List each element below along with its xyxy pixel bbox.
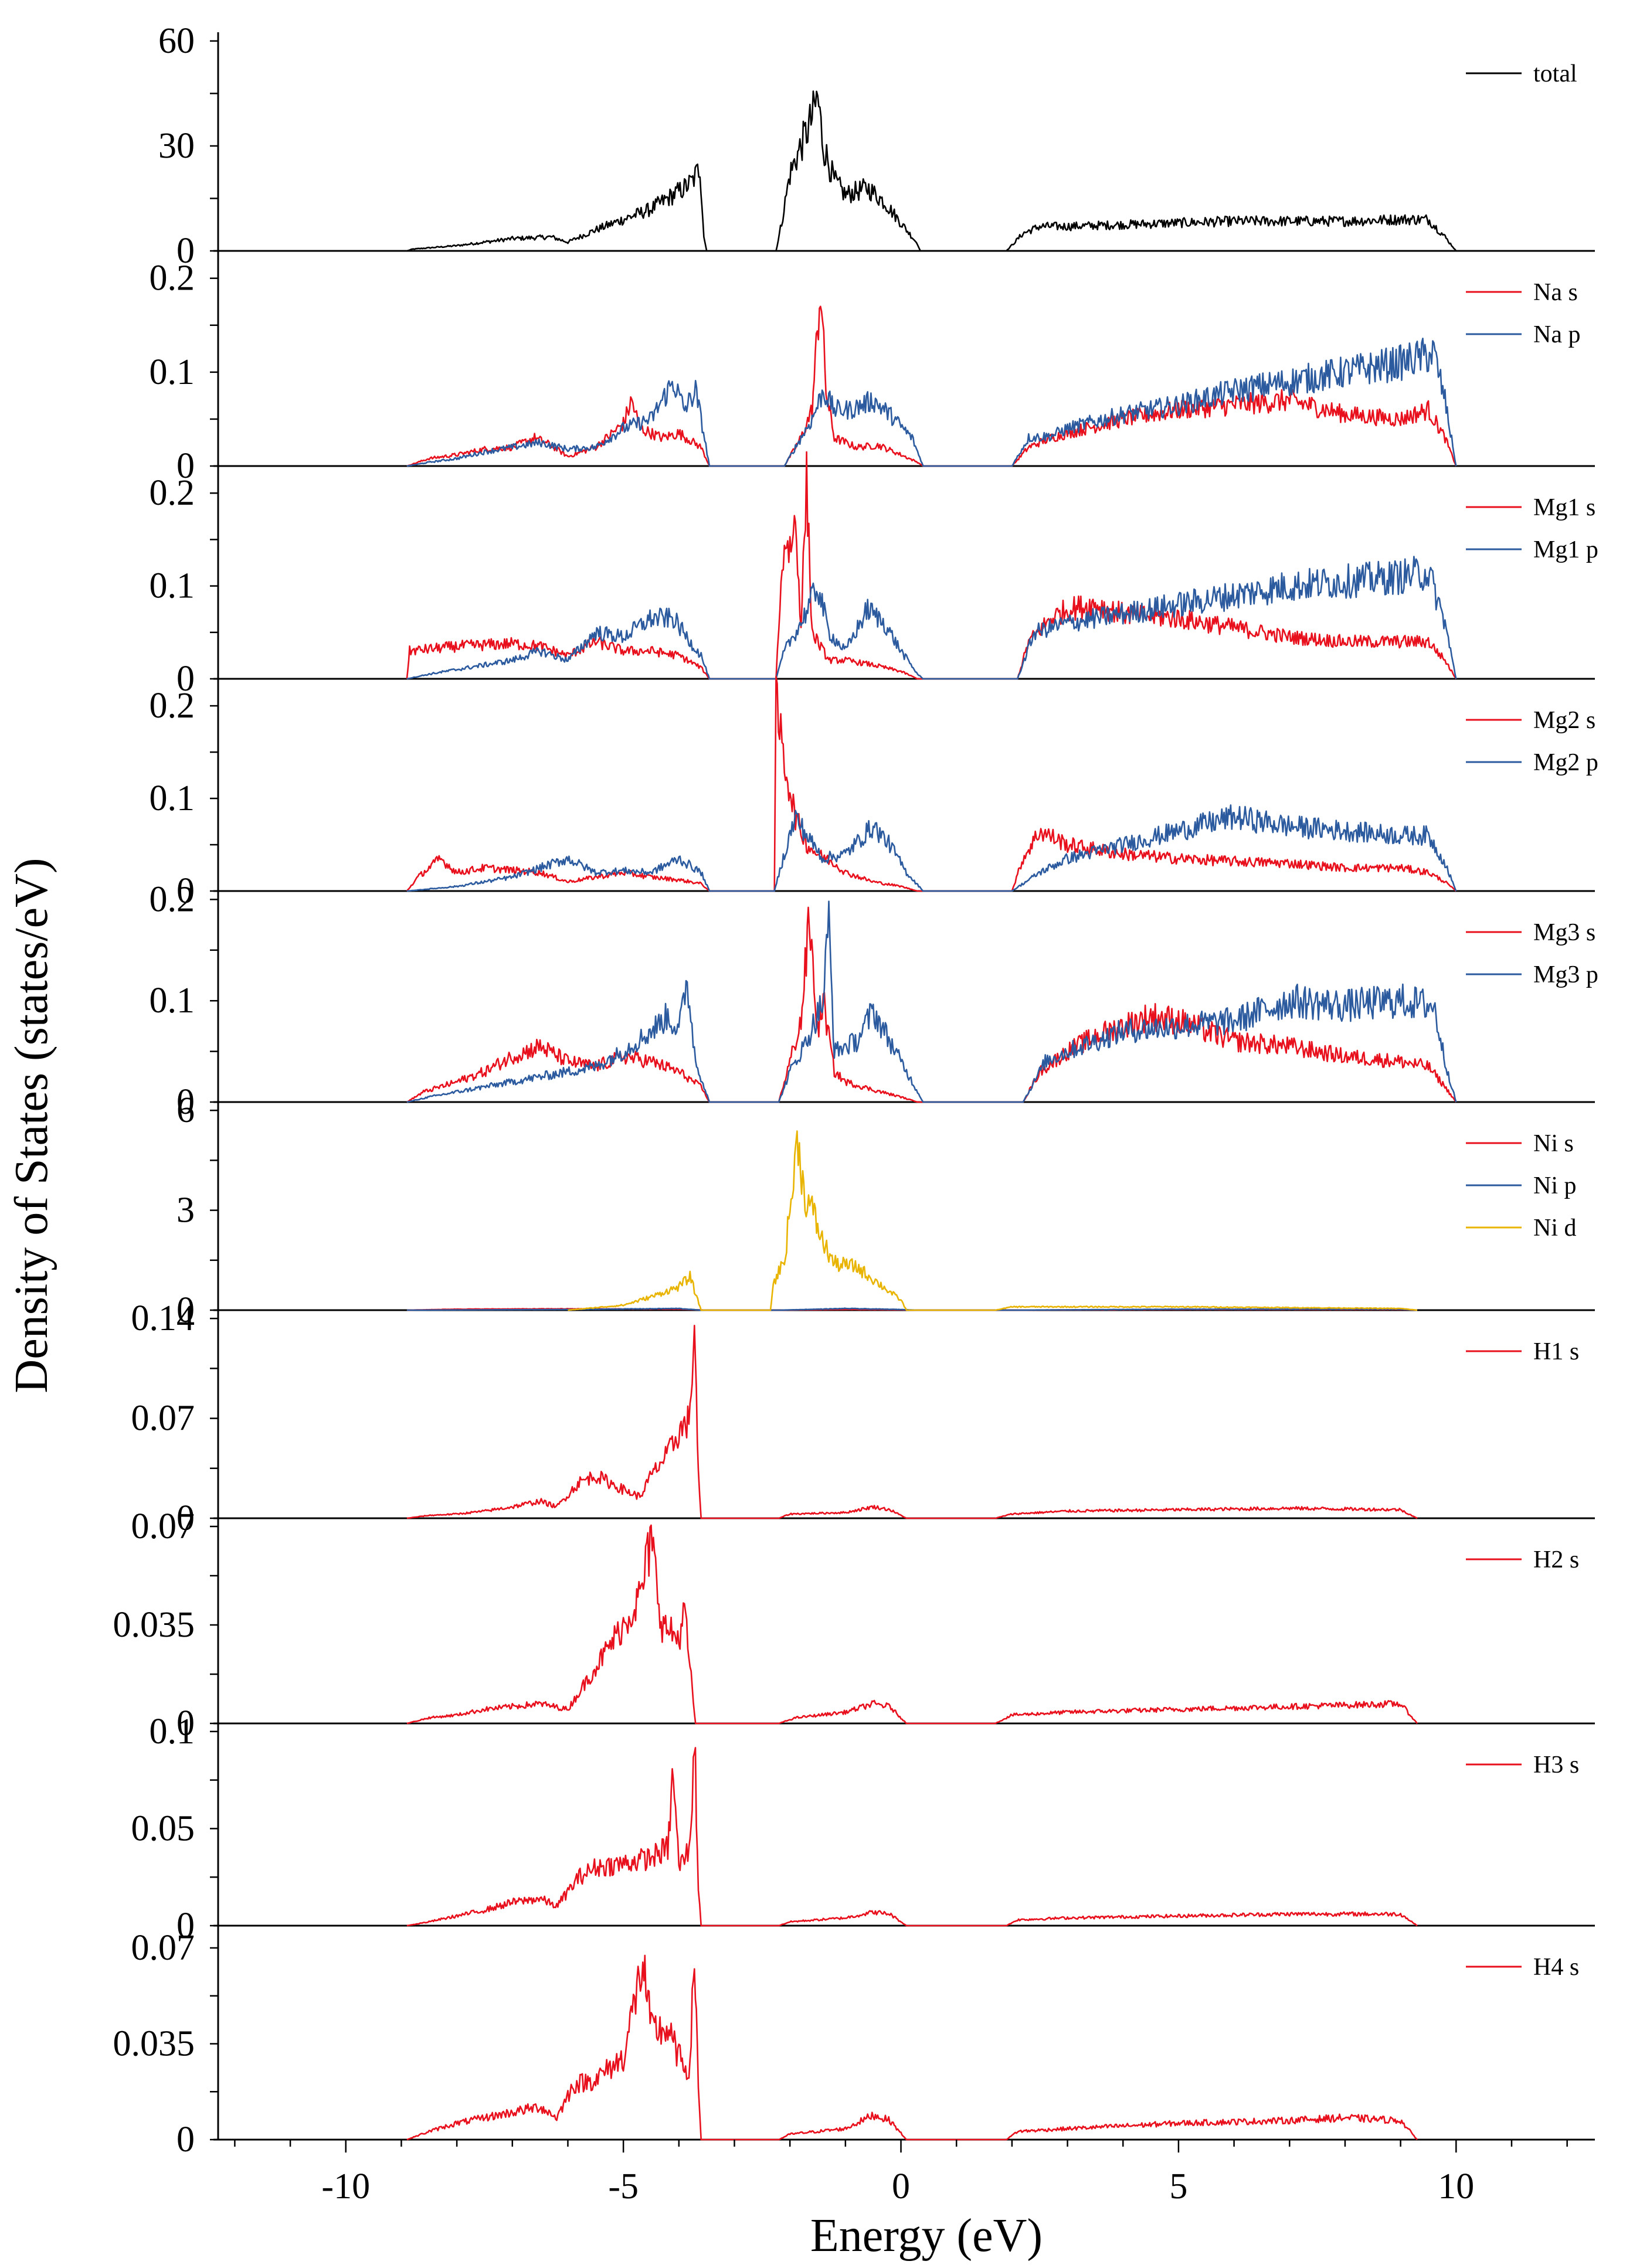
legend-label: Mg3 s: [1533, 919, 1595, 946]
legend-label: Mg1 p: [1533, 536, 1598, 563]
y-tick-label: 0.1: [150, 566, 195, 606]
y-tick-label: 0.2: [150, 686, 195, 726]
y-tick-label: 0.07: [131, 1928, 195, 1968]
legend-label: Mg2 s: [1533, 707, 1595, 734]
panel-na: 0 0.1 0.2 Na s Na p: [150, 251, 1595, 486]
legend-label: Na p: [1533, 321, 1580, 348]
y-tick-label: 0: [176, 1906, 195, 1946]
y-tick-label: 0.14: [131, 1298, 195, 1338]
y-tick-label: 3: [176, 1191, 195, 1230]
x-tick-label: 10: [1438, 2167, 1474, 2206]
y-tick-label: 6: [176, 1090, 195, 1130]
y-tick-label: 60: [158, 21, 195, 61]
panel-h3: 0 0.05 0.1 H3 s: [131, 1712, 1595, 1946]
y-tick-label: 0.07: [131, 1507, 195, 1546]
legend-label: Ni d: [1533, 1215, 1577, 1242]
y-tick-label: 0: [176, 231, 195, 271]
y-tick-label: 0.2: [150, 259, 195, 298]
x-tick-label: 0: [892, 2167, 910, 2206]
y-tick-label: 0.2: [150, 879, 195, 919]
series-line-na-s: [406, 305, 1457, 467]
y-tick-label: 0.1: [150, 778, 195, 818]
panel-ni: 0 3 6 Ni s Ni p Ni d: [176, 1090, 1595, 1330]
x-axis-title: Energy (eV): [810, 2210, 1043, 2262]
x-axis: -10 -5 0 5 10: [234, 2140, 1568, 2206]
y-tick-label: 0: [176, 446, 195, 486]
y-tick-label: 0.05: [131, 1808, 195, 1848]
series-line-total: [406, 90, 1457, 252]
legend-label: Mg1 s: [1533, 494, 1595, 521]
series-line-h2-s: [406, 1524, 1418, 1725]
panel-h1: 0 0.07 0.14 H1 s: [131, 1298, 1595, 1538]
series-line-mg1-s: [406, 451, 1457, 680]
y-tick-label: 0.035: [113, 2024, 195, 2063]
y-tick-label: 0.035: [113, 1605, 195, 1645]
legend-label: Mg2 p: [1533, 749, 1598, 776]
series-line-mg3-p: [406, 900, 1457, 1103]
series-line-h4-s: [406, 1954, 1418, 2141]
series-line-mg2-s: [406, 675, 1457, 892]
y-axis-title: Density of States (states/eV): [6, 858, 57, 1393]
legend-label: Mg3 p: [1533, 961, 1598, 988]
y-tick-label: 0: [176, 1082, 195, 1122]
legend-label: H3 s: [1533, 1752, 1579, 1779]
legend-label: H1 s: [1533, 1338, 1579, 1365]
y-tick-label: 0.1: [150, 981, 195, 1021]
x-tick-label: -10: [321, 2167, 370, 2206]
legend-label: H4 s: [1533, 1954, 1579, 1981]
y-tick-label: 0: [176, 659, 195, 699]
y-tick-label: 0.1: [150, 352, 195, 392]
series-line-h3-s: [406, 1747, 1418, 1927]
series-line-h1-s: [406, 1324, 1418, 1519]
series-line-mg1-p: [406, 556, 1457, 680]
panel-h2: 0 0.035 0.07 H2 s: [113, 1507, 1595, 1743]
y-tick-label: 0: [176, 1703, 195, 1743]
legend-label: Na s: [1533, 279, 1578, 306]
legend-label: total: [1533, 60, 1577, 87]
y-tick-label: 0: [176, 2120, 195, 2160]
y-tick-label: 0: [176, 1290, 195, 1330]
legend-label: Ni p: [1533, 1172, 1577, 1199]
legend-label: Ni s: [1533, 1130, 1574, 1157]
y-tick-label: 0: [176, 871, 195, 911]
x-tick-label: -5: [608, 2167, 639, 2206]
y-tick-label: 0.2: [150, 473, 195, 513]
legend-label: H2 s: [1533, 1546, 1579, 1573]
panel-mg3: 0 0.1 0.2 Mg3 s Mg3 p: [150, 879, 1598, 1122]
x-tick-label: 5: [1169, 2167, 1187, 2206]
panel-total: 0 30 60 total: [158, 21, 1595, 271]
y-tick-label: 0.07: [131, 1399, 195, 1439]
series-line-ni-d: [568, 1130, 1418, 1311]
y-tick-label: 30: [158, 126, 195, 166]
y-tick-label: 0.1: [150, 1712, 195, 1752]
y-tick-label: 0: [176, 1498, 195, 1538]
panel-mg2: 0 0.1 0.2 Mg2 s Mg2 p: [150, 675, 1598, 911]
panel-h4: 0 0.035 0.07 H4 s: [113, 1926, 1595, 2160]
panel-mg1: 0 0.1 0.2 Mg1 s Mg1 p: [150, 451, 1598, 699]
series-line-na-p: [406, 338, 1457, 467]
series-line-mg2-p: [406, 804, 1457, 892]
